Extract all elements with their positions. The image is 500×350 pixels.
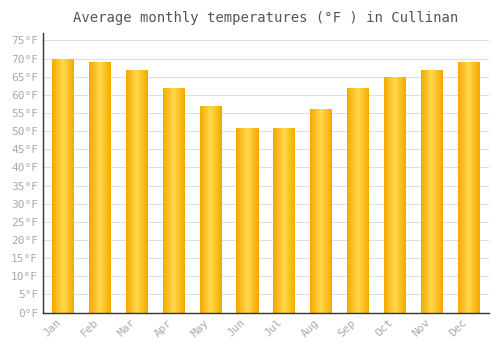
Title: Average monthly temperatures (°F ) in Cullinan: Average monthly temperatures (°F ) in Cu… [74,11,458,25]
